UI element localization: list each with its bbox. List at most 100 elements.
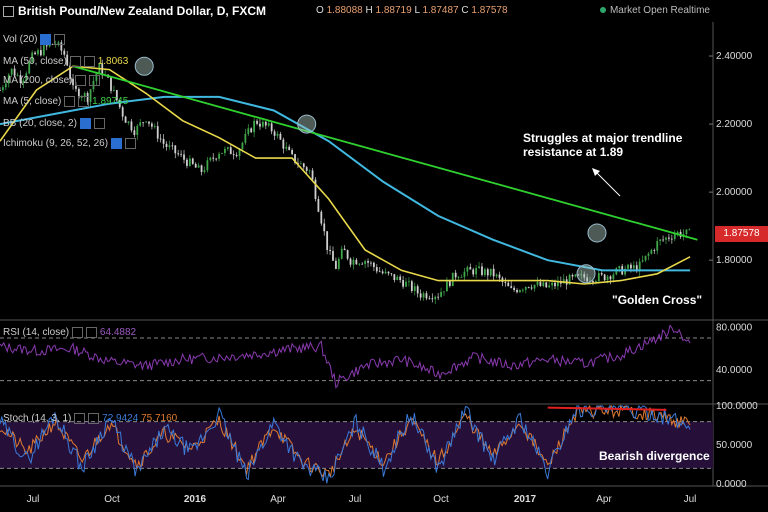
settings-icon[interactable]: [86, 326, 98, 338]
candle-body: [89, 89, 92, 102]
candle-body: [606, 276, 609, 281]
candle-body: [200, 165, 203, 173]
candle-body: [57, 42, 60, 45]
highlight-circle: [587, 223, 607, 243]
candle-body: [524, 286, 527, 290]
candle-body: [124, 116, 127, 123]
candle-body: [597, 273, 600, 282]
indicator-ma5[interactable]: MA (5, close) 1.89745: [3, 95, 129, 107]
x-tick-label: Oct: [104, 494, 120, 505]
candle-body: [472, 269, 475, 275]
candle-body: [542, 282, 545, 287]
candle-body: [434, 296, 437, 300]
candle-body: [454, 272, 457, 278]
rsi-legend[interactable]: RSI (14, close) 64.4882: [3, 326, 137, 338]
candle-body: [688, 229, 691, 231]
candle-body: [171, 145, 174, 147]
candle-body: [609, 276, 612, 280]
candle-body: [320, 211, 323, 224]
candle-body: [218, 153, 220, 159]
candle-body: [408, 281, 410, 283]
stoch-tick-label: 100.0000: [716, 401, 758, 412]
candle-body: [410, 281, 413, 291]
annotation-arrow: [593, 169, 621, 197]
price-tick-label: 2.00000: [716, 187, 753, 198]
candle-body: [16, 75, 19, 76]
candle-body: [34, 52, 36, 55]
stoch-k-value: 72.9424: [102, 413, 139, 424]
candle-body: [378, 271, 381, 273]
candle-body: [42, 45, 45, 56]
candle-body: [168, 145, 171, 147]
candle-body: [241, 142, 244, 150]
candle-body: [402, 280, 405, 287]
candle-body: [238, 149, 241, 157]
indicator-vol[interactable]: Vol (20): [3, 33, 66, 47]
x-tick-label: 2017: [514, 494, 537, 505]
candle-body: [235, 155, 238, 157]
ma5-value: 1.89745: [92, 96, 129, 107]
candle-body: [130, 121, 133, 131]
candle-body: [475, 268, 478, 275]
stoch-band: [0, 421, 713, 469]
settings-icon[interactable]: [93, 117, 105, 129]
eye-icon[interactable]: [111, 137, 123, 149]
indicator-ma200[interactable]: MA (200, close): [3, 74, 101, 88]
symbol-title[interactable]: British Pound/New Zealand Dollar, D, FXC…: [18, 4, 267, 18]
eye-icon[interactable]: [79, 117, 91, 129]
candle-body: [95, 72, 98, 81]
candle-body: [10, 68, 13, 75]
eye-icon[interactable]: [74, 412, 86, 424]
rsi-line: [0, 324, 691, 389]
candle-body: [113, 90, 115, 91]
eye-icon[interactable]: [75, 74, 87, 86]
eye-icon[interactable]: [64, 95, 76, 107]
candle-body: [346, 250, 349, 259]
eye-icon[interactable]: [72, 326, 84, 338]
candle-body: [548, 285, 551, 288]
settings-icon[interactable]: [89, 74, 101, 86]
candle-body: [253, 120, 256, 133]
candle-body: [317, 199, 320, 212]
candle-body: [530, 287, 533, 289]
candle-body: [586, 277, 589, 282]
candle-body: [118, 100, 121, 108]
stoch-k-line: [0, 404, 691, 484]
settings-icon[interactable]: [125, 137, 137, 149]
candle-body: [69, 65, 72, 79]
stoch-legend[interactable]: Stoch (14, 3, 1) 72.9424 75.7160: [3, 412, 178, 424]
indicator-ichimoku[interactable]: Ichimoku (9, 26, 52, 26): [3, 137, 137, 151]
settings-icon[interactable]: [78, 95, 90, 107]
settings-icon[interactable]: [88, 412, 100, 424]
candle-body: [19, 75, 22, 84]
candle-body: [536, 282, 539, 285]
candle-body: [264, 121, 267, 126]
candle-body: [267, 123, 270, 126]
ohlc-readout: O 1.88088 H 1.88719 L 1.87487 C 1.87578: [316, 5, 508, 16]
indicator-ma50[interactable]: MA (50, close) 1.8063: [3, 55, 129, 67]
candle-body: [180, 154, 183, 156]
candle-body: [653, 250, 656, 251]
candle-body: [206, 160, 209, 171]
eye-icon[interactable]: [69, 55, 81, 67]
collapse-icon[interactable]: [3, 6, 14, 17]
candle-body: [352, 259, 355, 265]
rsi-value: 64.4882: [99, 327, 137, 338]
candle-body: [650, 250, 653, 254]
candle-body: [478, 266, 480, 269]
candle-body: [226, 147, 229, 149]
candle-body: [618, 266, 621, 269]
candle-body: [668, 237, 670, 239]
settings-icon[interactable]: [54, 33, 66, 45]
candle-body: [340, 248, 343, 259]
candle-body: [188, 158, 191, 166]
candle-body: [273, 131, 276, 136]
candle-body: [142, 122, 145, 124]
candle-body: [13, 68, 16, 76]
ma50-value: 1.8063: [97, 56, 129, 67]
indicator-bb[interactable]: BB (20, close, 2): [3, 117, 105, 131]
eye-icon[interactable]: [40, 33, 52, 45]
settings-icon[interactable]: [83, 55, 95, 67]
candle-body: [191, 158, 194, 164]
